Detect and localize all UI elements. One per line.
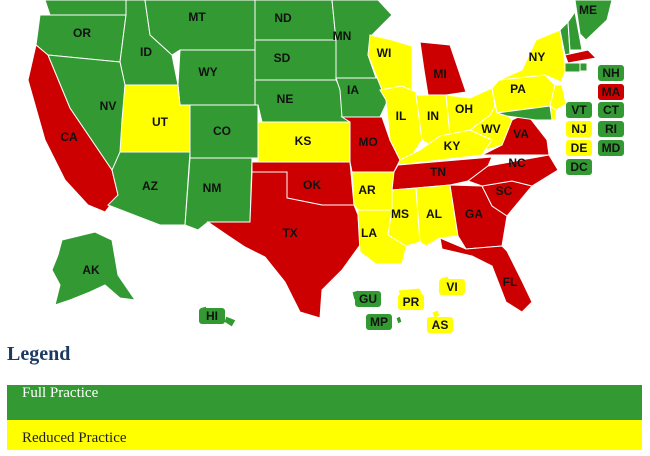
badge-pr[interactable]: PR [398, 294, 424, 310]
badge-bg-md [598, 140, 624, 156]
badge-bg-nj [566, 121, 592, 137]
badge-vt[interactable]: VT [566, 102, 592, 118]
badge-ma[interactable]: MA [598, 84, 624, 100]
badge-mp[interactable]: MP [366, 314, 392, 330]
badge-ct[interactable]: CT [598, 102, 624, 118]
state-ri[interactable] [579, 62, 588, 72]
badge-bg-mp [366, 314, 392, 330]
state-az[interactable] [107, 151, 191, 226]
badge-gu[interactable]: GU [355, 291, 381, 307]
state-mp[interactable] [395, 315, 403, 325]
state-tx[interactable] [206, 171, 361, 319]
badge-md[interactable]: MD [598, 140, 624, 156]
state-ne[interactable] [254, 79, 351, 123]
state-nd[interactable] [254, 0, 337, 41]
badge-bg-vi [439, 279, 465, 295]
state-nm[interactable] [184, 157, 253, 231]
legend-item-full-practice: Full Practice [7, 385, 642, 420]
state-co[interactable] [189, 104, 259, 159]
badge-dc[interactable]: DC [566, 159, 592, 175]
state-me[interactable] [574, 0, 613, 41]
badge-nj[interactable]: NJ [566, 121, 592, 137]
state-md[interactable] [496, 105, 553, 121]
us-scope-of-practice-map: ORCAIDNVMTWYUTAZCONMNDSDNEKSOKTXMNIAMOAR… [27, 0, 624, 333]
badge-bg-hi [199, 308, 225, 324]
badge-bg-ri [598, 121, 624, 137]
badge-bg-ct [598, 102, 624, 118]
badge-bg-de [566, 140, 592, 156]
state-shapes [27, 0, 613, 328]
state-ak[interactable] [51, 231, 137, 306]
legend-item-reduced-practice: Reduced Practice [7, 420, 642, 450]
state-nh[interactable] [567, 10, 583, 51]
state-fl[interactable] [439, 237, 533, 313]
badge-bg-pr [398, 294, 424, 310]
state-wa[interactable] [44, 0, 129, 16]
badge-nh[interactable]: NH [598, 65, 624, 81]
state-ar[interactable] [351, 171, 395, 211]
state-wv[interactable] [469, 103, 513, 156]
state-as[interactable] [431, 309, 441, 319]
badge-de[interactable]: DE [566, 140, 592, 156]
state-ma[interactable] [564, 49, 598, 64]
badge-bg-ma [598, 84, 624, 100]
state-ut[interactable] [119, 84, 191, 153]
state-nc[interactable] [466, 154, 559, 187]
badge-bg-vt [566, 102, 592, 118]
state-ms[interactable] [387, 187, 421, 247]
badge-bg-gu [355, 291, 381, 307]
state-ks[interactable] [257, 121, 351, 163]
badge-bg-dc [566, 159, 592, 175]
state-mi[interactable] [419, 41, 467, 96]
badge-bg-as [427, 317, 453, 333]
state-nj[interactable] [549, 84, 567, 111]
badge-hi[interactable]: HI [199, 308, 225, 324]
badge-bg-nh [598, 65, 624, 81]
state-sd[interactable] [254, 39, 337, 81]
badge-ri[interactable]: RI [598, 121, 624, 137]
state-wy[interactable] [177, 49, 256, 106]
badge-vi[interactable]: VI [439, 279, 465, 295]
legend-title: Legend [7, 343, 71, 365]
badge-as[interactable]: AS [427, 317, 453, 333]
state-ny[interactable] [498, 29, 567, 83]
state-ct[interactable] [564, 62, 581, 73]
